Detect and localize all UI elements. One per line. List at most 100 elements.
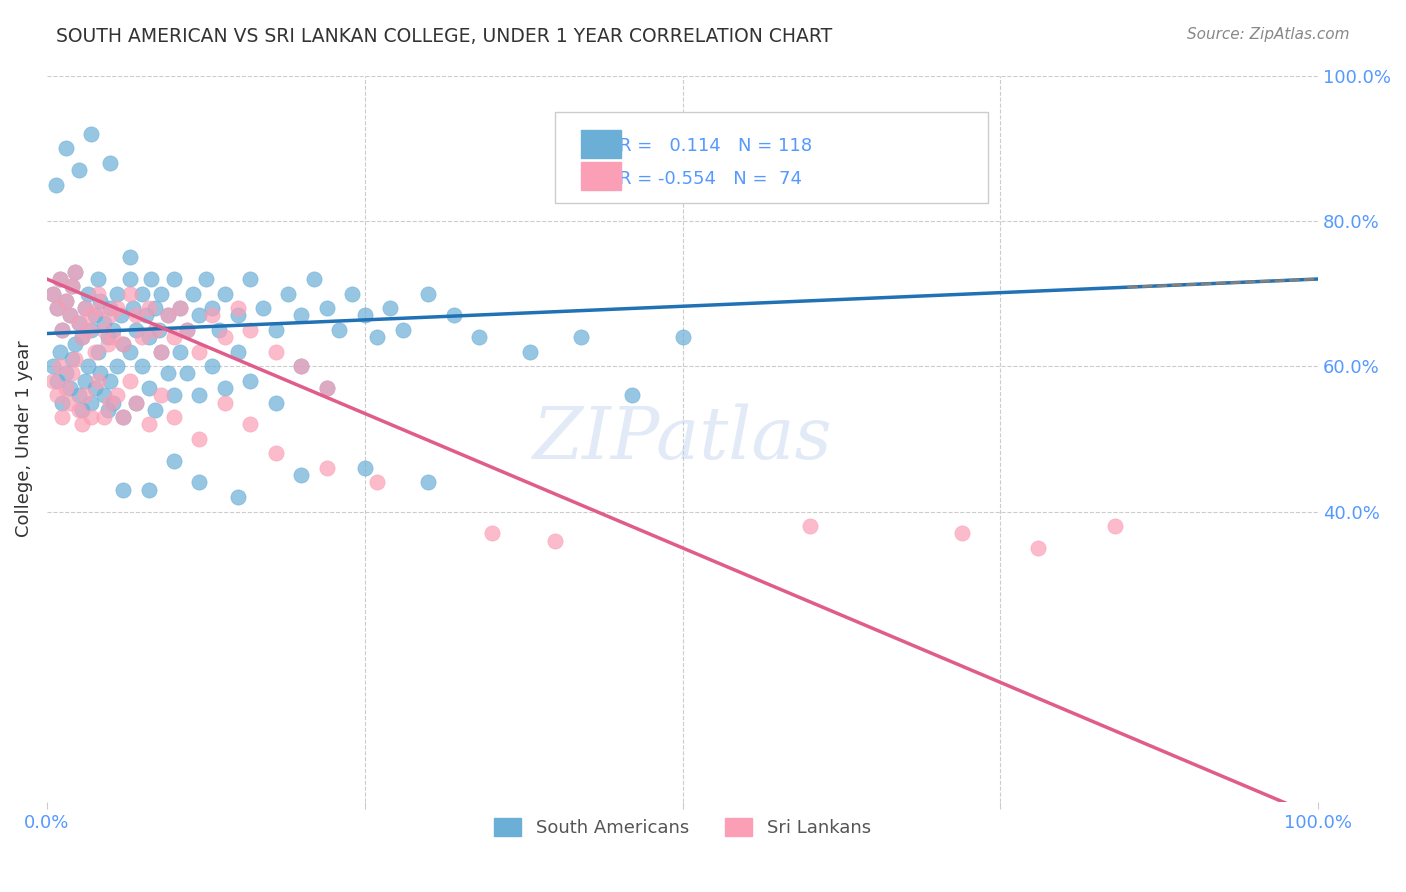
Point <box>60 351 83 366</box>
Point <box>100 395 122 409</box>
Point <box>59 309 82 323</box>
Point <box>131 286 153 301</box>
Point <box>143 402 166 417</box>
Point <box>125 395 148 409</box>
Point <box>84 309 107 323</box>
Text: SOUTH AMERICAN VS SRI LANKAN COLLEGE, UNDER 1 YEAR CORRELATION CHART: SOUTH AMERICAN VS SRI LANKAN COLLEGE, UN… <box>56 27 832 45</box>
Point <box>67 402 90 417</box>
Point <box>97 402 120 417</box>
Point <box>42 286 65 301</box>
Point <box>163 453 186 467</box>
Point <box>63 351 86 366</box>
Point <box>671 330 693 344</box>
Point <box>89 301 111 315</box>
Point <box>201 301 224 315</box>
Point <box>131 359 153 374</box>
Point <box>76 286 98 301</box>
Point <box>72 330 94 344</box>
Point <box>620 388 643 402</box>
Point <box>76 323 98 337</box>
Point <box>150 344 173 359</box>
Point <box>340 286 363 301</box>
Point <box>156 309 179 323</box>
Point <box>55 293 77 308</box>
Y-axis label: College, Under 1 year: College, Under 1 year <box>15 341 32 537</box>
Legend: South Americans, Sri Lankans: South Americans, Sri Lankans <box>486 810 877 844</box>
Point <box>328 323 350 337</box>
Point <box>214 395 236 409</box>
Point <box>55 367 77 381</box>
Point <box>378 301 401 315</box>
Point <box>156 309 179 323</box>
Point <box>315 461 337 475</box>
Point <box>125 323 148 337</box>
Point <box>290 359 312 374</box>
Point <box>353 309 375 323</box>
Point <box>264 395 287 409</box>
Point <box>100 155 122 169</box>
Point <box>89 367 111 381</box>
Point <box>169 301 191 315</box>
Point <box>226 309 249 323</box>
Point <box>55 381 77 395</box>
Point <box>194 272 217 286</box>
Point <box>72 417 94 432</box>
Point <box>89 293 111 308</box>
FancyBboxPatch shape <box>555 112 987 202</box>
Point <box>105 359 128 374</box>
Point <box>1104 519 1126 533</box>
Point <box>226 344 249 359</box>
Point <box>76 359 98 374</box>
Point <box>118 374 141 388</box>
Point <box>181 286 204 301</box>
Point <box>290 359 312 374</box>
Point <box>118 286 141 301</box>
Point <box>264 344 287 359</box>
Point <box>51 395 73 409</box>
Point <box>544 533 567 548</box>
Point <box>93 323 115 337</box>
Point <box>366 475 388 490</box>
Point <box>105 286 128 301</box>
Point <box>72 402 94 417</box>
Point <box>150 344 173 359</box>
Point <box>101 395 124 409</box>
Point <box>93 410 115 425</box>
Point <box>239 417 262 432</box>
Point <box>59 309 82 323</box>
Point <box>93 316 115 330</box>
Point <box>112 410 135 425</box>
Point <box>163 272 186 286</box>
Point <box>45 178 67 192</box>
Point <box>150 388 173 402</box>
Point <box>315 301 337 315</box>
Text: ZIPatlas: ZIPatlas <box>533 403 832 475</box>
Point <box>59 395 82 409</box>
Point <box>118 250 141 264</box>
Point <box>125 395 148 409</box>
Point <box>67 316 90 330</box>
Point <box>138 330 160 344</box>
Point <box>277 286 299 301</box>
Point <box>214 330 236 344</box>
Point <box>100 309 122 323</box>
Point <box>353 461 375 475</box>
Point <box>51 323 73 337</box>
Point <box>55 141 77 155</box>
Point <box>100 301 122 315</box>
Point <box>138 483 160 497</box>
Point <box>63 265 86 279</box>
Point <box>46 374 69 388</box>
Point <box>138 381 160 395</box>
Point <box>51 323 73 337</box>
Point <box>188 432 211 446</box>
Point <box>73 388 96 402</box>
Point <box>73 301 96 315</box>
Point <box>63 337 86 351</box>
Point <box>226 301 249 315</box>
Point <box>418 286 440 301</box>
Point <box>148 323 170 337</box>
Point <box>122 301 145 315</box>
Point <box>60 279 83 293</box>
Point <box>100 374 122 388</box>
